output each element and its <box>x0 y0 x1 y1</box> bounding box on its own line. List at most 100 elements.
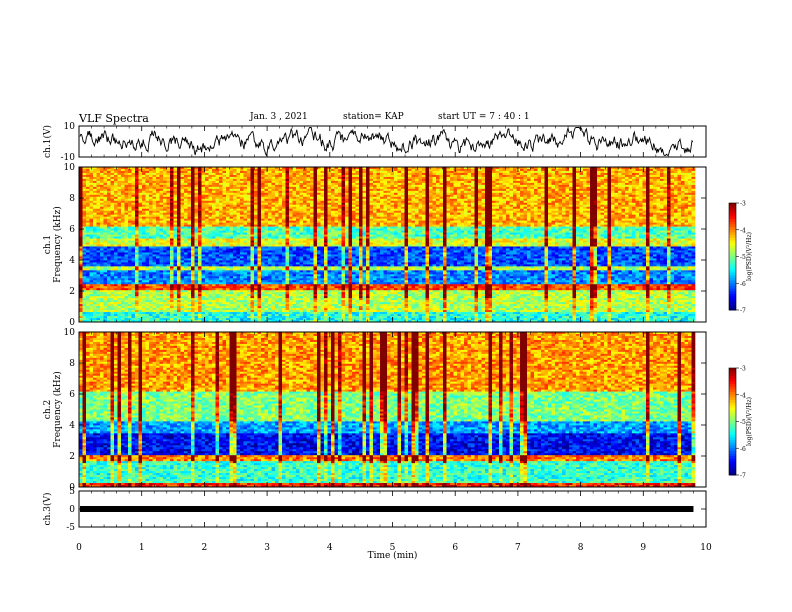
spectrogram-cell <box>681 205 685 207</box>
spectrogram-cell <box>524 171 528 173</box>
spectrogram-cell <box>461 181 465 183</box>
spectrogram-cell <box>629 219 633 221</box>
spectrogram-cell <box>688 211 692 213</box>
spectrogram-cell <box>618 175 622 177</box>
spectrogram-cell <box>240 215 244 217</box>
spectrogram-cell <box>454 197 458 199</box>
spectrogram-cell <box>653 209 657 211</box>
spectrogram-cell <box>632 217 636 219</box>
spectrogram-cell <box>79 199 83 201</box>
spectrogram-cell <box>569 173 573 175</box>
spectrogram-cell <box>475 187 479 189</box>
spectrogram-cell <box>426 199 430 201</box>
spectrogram-cell <box>233 177 237 179</box>
spectrogram-cell <box>373 187 377 189</box>
spectrogram-cell <box>618 199 622 201</box>
spectrogram-cell <box>478 185 482 187</box>
spectrogram-cell <box>342 177 346 179</box>
spectrogram-cell <box>573 211 577 213</box>
spectrogram-cell <box>587 203 591 205</box>
spectrogram-cell <box>195 187 199 189</box>
spectrogram-cell <box>121 211 125 213</box>
spectrogram-cell <box>443 217 447 219</box>
spectrogram-cell <box>202 195 206 197</box>
spectrogram-cell <box>597 181 601 183</box>
spectrogram-cell <box>279 181 283 183</box>
spectrogram-cell <box>174 195 178 197</box>
spectrogram-cell <box>251 213 255 215</box>
spectrogram-cell <box>478 203 482 205</box>
spectrogram-cell <box>436 215 440 217</box>
spectrogram-cell <box>436 187 440 189</box>
spectrogram-cell <box>247 197 251 199</box>
spectrogram-cell <box>632 171 636 173</box>
spectrogram-cell <box>636 199 640 201</box>
spectrogram-cell <box>289 203 293 205</box>
spectrogram-cell <box>366 169 370 171</box>
spectrogram-cell <box>363 177 367 179</box>
spectrogram-cell <box>163 187 167 189</box>
spectrogram-cell <box>489 179 493 181</box>
spectrogram-cell <box>559 199 563 201</box>
spectrogram-cell <box>650 215 654 217</box>
spectrogram-cell <box>503 181 507 183</box>
spectrogram-cell <box>349 177 353 179</box>
spectrogram-cell <box>580 183 584 185</box>
spectrogram-cell <box>240 209 244 211</box>
spectrogram-cell <box>279 203 283 205</box>
spectrogram-cell <box>576 187 580 189</box>
spectrogram-cell <box>100 215 104 217</box>
spectrogram-cell <box>380 181 384 183</box>
spectrogram-cell <box>597 171 601 173</box>
spectrogram-cell <box>433 199 437 201</box>
spectrogram-cell <box>629 187 633 189</box>
spectrogram-cell <box>265 173 269 175</box>
spectrogram-cell <box>594 209 598 211</box>
spectrogram-cell <box>482 203 486 205</box>
spectrogram-cell <box>177 189 181 191</box>
spectrogram-cell <box>160 179 164 181</box>
spectrogram-cell <box>132 217 136 219</box>
spectrogram-cell <box>555 181 559 183</box>
spectrogram-cell <box>205 197 209 199</box>
spectrogram-cell <box>167 199 171 201</box>
spectrogram-cell <box>534 179 538 181</box>
spectrogram-cell <box>513 189 517 191</box>
spectrogram-cell <box>363 171 367 173</box>
spectrogram-cell <box>265 197 269 199</box>
spectrogram-cell <box>394 187 398 189</box>
spectrogram-cell <box>314 185 318 187</box>
spectrogram-cell <box>489 203 493 205</box>
spectrogram-cell <box>188 205 192 207</box>
ch1-spectrogram-panel: ch.1 Frequency (kHz)0246810-3-4-5-6-7log(… <box>43 163 753 328</box>
spectrogram-cell <box>391 203 395 205</box>
spectrogram-cell <box>310 213 314 215</box>
spectrogram-cell <box>90 175 94 177</box>
spectrogram-cell <box>454 183 458 185</box>
spectrogram-cell <box>506 175 510 177</box>
spectrogram-cell <box>380 171 384 173</box>
spectrogram-cell <box>611 207 615 209</box>
spectrogram-cell <box>170 179 174 181</box>
spectrogram-cell <box>184 171 188 173</box>
spectrogram-cell <box>114 197 118 199</box>
spectrogram-cell <box>552 187 556 189</box>
spectrogram-cell <box>580 203 584 205</box>
spectrogram-cell <box>359 197 363 199</box>
spectrogram-cell <box>394 209 398 211</box>
spectrogram-cell <box>538 201 542 203</box>
spectrogram-cell <box>513 213 517 215</box>
spectrogram-cell <box>163 169 167 171</box>
spectrogram-cell <box>370 219 374 221</box>
spectrogram-cell <box>345 207 349 209</box>
spectrogram-cell <box>559 219 563 221</box>
spectrogram-cell <box>149 183 153 185</box>
spectrogram-cell <box>415 169 419 171</box>
spectrogram-cell <box>429 215 433 217</box>
spectrogram-cell <box>244 219 248 221</box>
spectrogram-cell <box>419 183 423 185</box>
spectrogram-cell <box>377 207 381 209</box>
spectrogram-cell <box>555 195 559 197</box>
spectrogram-cell <box>146 205 150 207</box>
spectrogram-cell <box>653 181 657 183</box>
